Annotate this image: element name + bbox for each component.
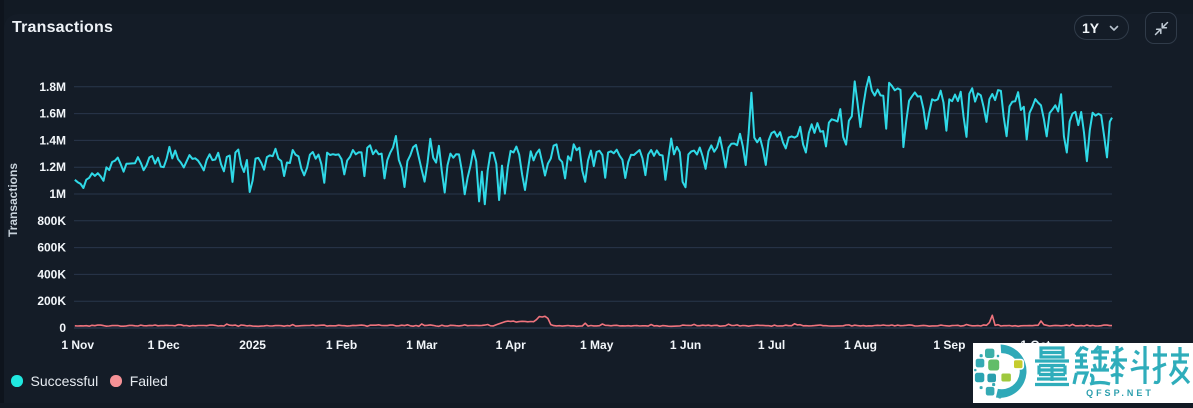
svg-text:400K: 400K [37,267,66,281]
svg-text:1 Jun: 1 Jun [670,338,701,352]
svg-text:1 Dec: 1 Dec [148,338,180,352]
svg-text:600K: 600K [37,241,66,255]
svg-text:1 Jul: 1 Jul [758,338,785,352]
svg-text:1.8M: 1.8M [39,80,66,94]
svg-text:0: 0 [59,321,66,335]
svg-text:1 Aug: 1 Aug [844,338,877,352]
svg-text:1 Nov: 1 Nov [61,338,94,352]
svg-text:2025: 2025 [239,338,266,352]
svg-text:QFSP.NET: QFSP.NET [1086,388,1154,398]
svg-text:1 May: 1 May [580,338,614,352]
svg-text:1M: 1M [49,187,66,201]
svg-text:1 Apr: 1 Apr [496,338,527,352]
svg-text:1 Feb: 1 Feb [326,338,357,352]
svg-text:1.2M: 1.2M [39,160,66,174]
svg-text:800K: 800K [37,214,66,228]
svg-text:1 Mar: 1 Mar [406,338,438,352]
svg-text:200K: 200K [37,294,66,308]
svg-text:1.6M: 1.6M [39,107,66,121]
svg-text:1 Sep: 1 Sep [933,338,965,352]
svg-text:1.4M: 1.4M [39,133,66,147]
